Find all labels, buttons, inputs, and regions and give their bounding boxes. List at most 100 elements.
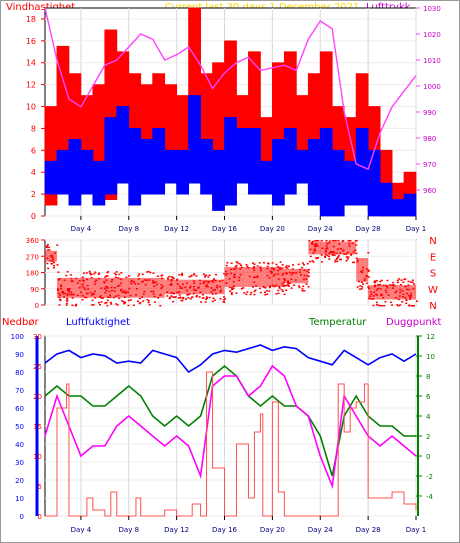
direction-point [137, 275, 140, 277]
direction-point [205, 284, 208, 286]
direction-point [233, 273, 236, 276]
direction-point [283, 293, 286, 296]
direction-point [309, 255, 312, 258]
direction-point [407, 284, 410, 286]
direction-point [201, 294, 204, 296]
direction-point [207, 276, 210, 278]
direction-point [113, 272, 116, 275]
direction-point [387, 294, 390, 296]
direction-point [405, 302, 408, 305]
direction-point [171, 292, 174, 294]
direction-point [375, 301, 378, 304]
direction-point [357, 280, 360, 283]
direction-point [320, 240, 323, 242]
direction-point [141, 296, 144, 298]
direction-point [118, 284, 121, 287]
direction-point [268, 290, 271, 292]
direction-point [125, 291, 128, 293]
direction-point [181, 300, 184, 302]
direction-point [384, 300, 387, 303]
direction-point [65, 274, 68, 277]
precipitation-tick-label: 20 [33, 393, 42, 401]
direction-point [410, 305, 413, 307]
precipitation-tick-label: 5 [38, 483, 42, 491]
direction-point [205, 298, 208, 301]
direction-point [351, 242, 354, 245]
direction-point [336, 260, 339, 263]
direction-point [282, 285, 285, 288]
direction-point [82, 280, 85, 282]
direction-point [239, 273, 242, 276]
direction-point [211, 293, 214, 295]
direction-point [148, 304, 151, 306]
direction-point [396, 304, 399, 306]
direction-point [293, 284, 296, 287]
direction-point [297, 263, 300, 266]
direction-point [302, 278, 305, 281]
direction-point [399, 283, 402, 286]
direction-point [210, 291, 213, 293]
compass-label: S [430, 269, 436, 280]
direction-point [129, 294, 132, 297]
direction-point [282, 284, 285, 286]
direction-point [248, 275, 251, 278]
direction-point [106, 271, 109, 274]
direction-point [176, 291, 179, 294]
direction-point [401, 295, 404, 298]
direction-point [125, 276, 128, 279]
pressure-tick-label: 1020 [423, 31, 441, 39]
direction-point [335, 252, 338, 255]
direction-point [105, 275, 108, 277]
direction-point [208, 281, 211, 283]
direction-point [361, 271, 364, 274]
direction-point [169, 283, 172, 286]
direction-point [415, 300, 418, 302]
direction-point [86, 284, 89, 287]
direction-point [252, 267, 255, 270]
direction-point [115, 271, 118, 273]
direction-point [104, 287, 107, 290]
wind-series [44, 7, 417, 217]
direction-point [287, 282, 290, 285]
direction-point [59, 299, 62, 302]
direction-point [360, 288, 363, 290]
direction-point [99, 295, 102, 297]
direction-point [122, 291, 125, 294]
direction-point [269, 270, 272, 272]
direction-point [252, 262, 255, 264]
direction-point [91, 299, 94, 302]
direction-point [190, 274, 193, 277]
direction-point [170, 282, 173, 285]
direction-point [89, 291, 92, 294]
direction-point [63, 279, 66, 282]
direction-point [212, 300, 215, 303]
direction-point [247, 267, 250, 269]
direction-point [212, 281, 215, 283]
direction-point [137, 278, 140, 280]
direction-point [70, 277, 73, 280]
direction-point [206, 297, 209, 300]
direction-point [390, 301, 393, 304]
direction-point [221, 279, 224, 282]
direction-point [193, 289, 196, 292]
direction-point [347, 256, 350, 258]
direction-axis: 0 90 180 270 360 [26, 237, 45, 310]
direction-point [263, 286, 266, 289]
direction-point [161, 274, 164, 276]
direction-point [349, 240, 352, 242]
wind-speed-tick-label: 14 [26, 59, 36, 68]
direction-point [409, 292, 412, 295]
direction-point [291, 268, 294, 270]
humidity-tick-label: 40 [15, 441, 24, 449]
direction-point [86, 292, 89, 295]
direction-point [105, 289, 108, 292]
direction-point [354, 240, 357, 242]
direction-point [51, 260, 54, 263]
pressure-axis: 960 970 980 990 1000 1010 1020 1030 [416, 5, 441, 195]
direction-point [339, 252, 342, 254]
direction-point [159, 294, 162, 297]
direction-point [68, 287, 71, 290]
direction-point [207, 281, 210, 284]
precipitation-tick-label: 25 [33, 363, 42, 371]
direction-point [303, 274, 306, 277]
